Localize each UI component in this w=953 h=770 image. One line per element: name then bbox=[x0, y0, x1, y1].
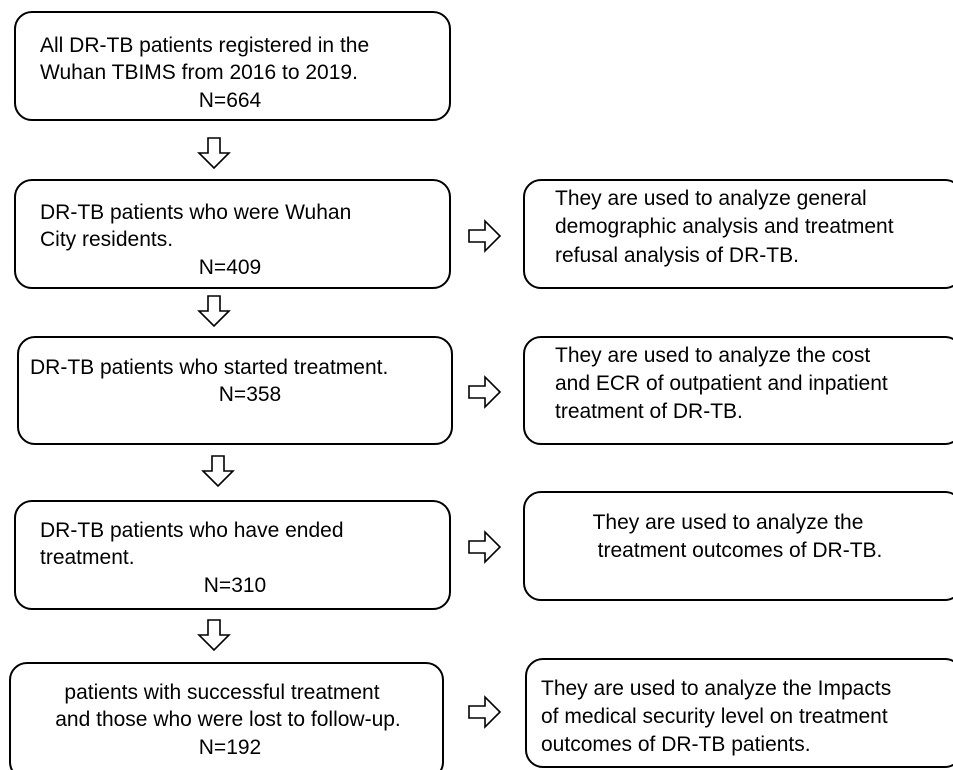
step-text: patients with successful treatment bbox=[64, 681, 380, 704]
down-arrow bbox=[197, 295, 231, 328]
step-text: Wuhan TBIMS from 2016 to 2019. bbox=[40, 61, 358, 84]
step-count: N=358 bbox=[218, 383, 282, 406]
down-arrow bbox=[197, 137, 231, 170]
step-count: N=409 bbox=[198, 256, 262, 279]
note-text: demographic analysis and treatment bbox=[555, 215, 894, 238]
note-box bbox=[523, 336, 953, 445]
step-box bbox=[17, 336, 453, 445]
right-arrow bbox=[468, 695, 502, 729]
step-text: DR-TB patients who started treatment. bbox=[30, 356, 389, 379]
step-text: treatment. bbox=[40, 546, 135, 569]
step-text: All DR-TB patients registered in the bbox=[40, 34, 370, 57]
note-text: of medical security level on treatment bbox=[541, 705, 888, 728]
down-arrow bbox=[201, 455, 235, 488]
step-count: N=664 bbox=[198, 89, 262, 112]
note-text: treatment outcomes of DR-TB. bbox=[597, 539, 883, 562]
step-box bbox=[14, 500, 451, 610]
note-text: refusal analysis of DR-TB. bbox=[555, 244, 799, 267]
step-box bbox=[14, 11, 451, 121]
step-box bbox=[9, 662, 444, 770]
note-text: They are used to analyze the cost bbox=[555, 344, 871, 367]
right-arrow bbox=[468, 530, 502, 564]
right-arrow bbox=[468, 219, 502, 253]
note-box bbox=[523, 179, 953, 289]
note-text: They are used to analyze the bbox=[592, 511, 864, 534]
note-text: They are used to analyze general bbox=[555, 187, 867, 210]
note-text: outcomes of DR-TB patients. bbox=[541, 733, 811, 756]
right-arrow bbox=[468, 375, 502, 409]
step-text: DR-TB patients who were Wuhan bbox=[40, 201, 352, 224]
step-text: and those who were lost to follow-up. bbox=[55, 708, 401, 731]
step-text: City residents. bbox=[40, 228, 174, 251]
note-text: and ECR of outpatient and inpatient bbox=[555, 372, 888, 395]
step-count: N=310 bbox=[203, 574, 267, 597]
note-box bbox=[523, 491, 953, 601]
step-count: N=192 bbox=[198, 736, 262, 759]
step-box bbox=[14, 179, 451, 289]
note-text: treatment of DR-TB. bbox=[555, 400, 743, 423]
note-text: They are used to analyze the Impacts bbox=[541, 677, 892, 700]
note-box bbox=[525, 658, 953, 768]
step-text: DR-TB patients who have ended bbox=[40, 519, 344, 542]
down-arrow bbox=[197, 619, 231, 652]
